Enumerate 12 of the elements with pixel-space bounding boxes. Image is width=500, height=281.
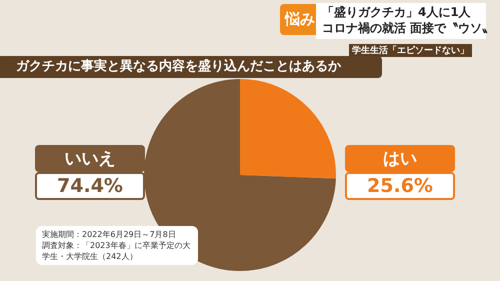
text: 「盛りガクチカ」4人に1人 xyxy=(316,3,486,21)
text: 学生生活「エピソードない」 xyxy=(349,44,472,57)
chart-title: ガクチカに事実と異なる内容を盛り込んだことはあるか xyxy=(0,56,382,78)
data-label: 74.4% xyxy=(35,172,145,200)
text: 悩み xyxy=(280,4,320,35)
slice-label: はい xyxy=(345,145,455,172)
slice-label: いいえ xyxy=(35,145,145,172)
text: 調査対象：「2023年春」に卒業予定の大学生・大学院生（242人） xyxy=(42,240,192,262)
text: 実施期間：2022年6月29日～7月8日 xyxy=(42,229,177,240)
data-label: 25.6% xyxy=(345,172,455,200)
pie-slice xyxy=(240,79,336,179)
text: コロナ禍の就活 面接で〝ウソ〟 xyxy=(321,20,494,37)
